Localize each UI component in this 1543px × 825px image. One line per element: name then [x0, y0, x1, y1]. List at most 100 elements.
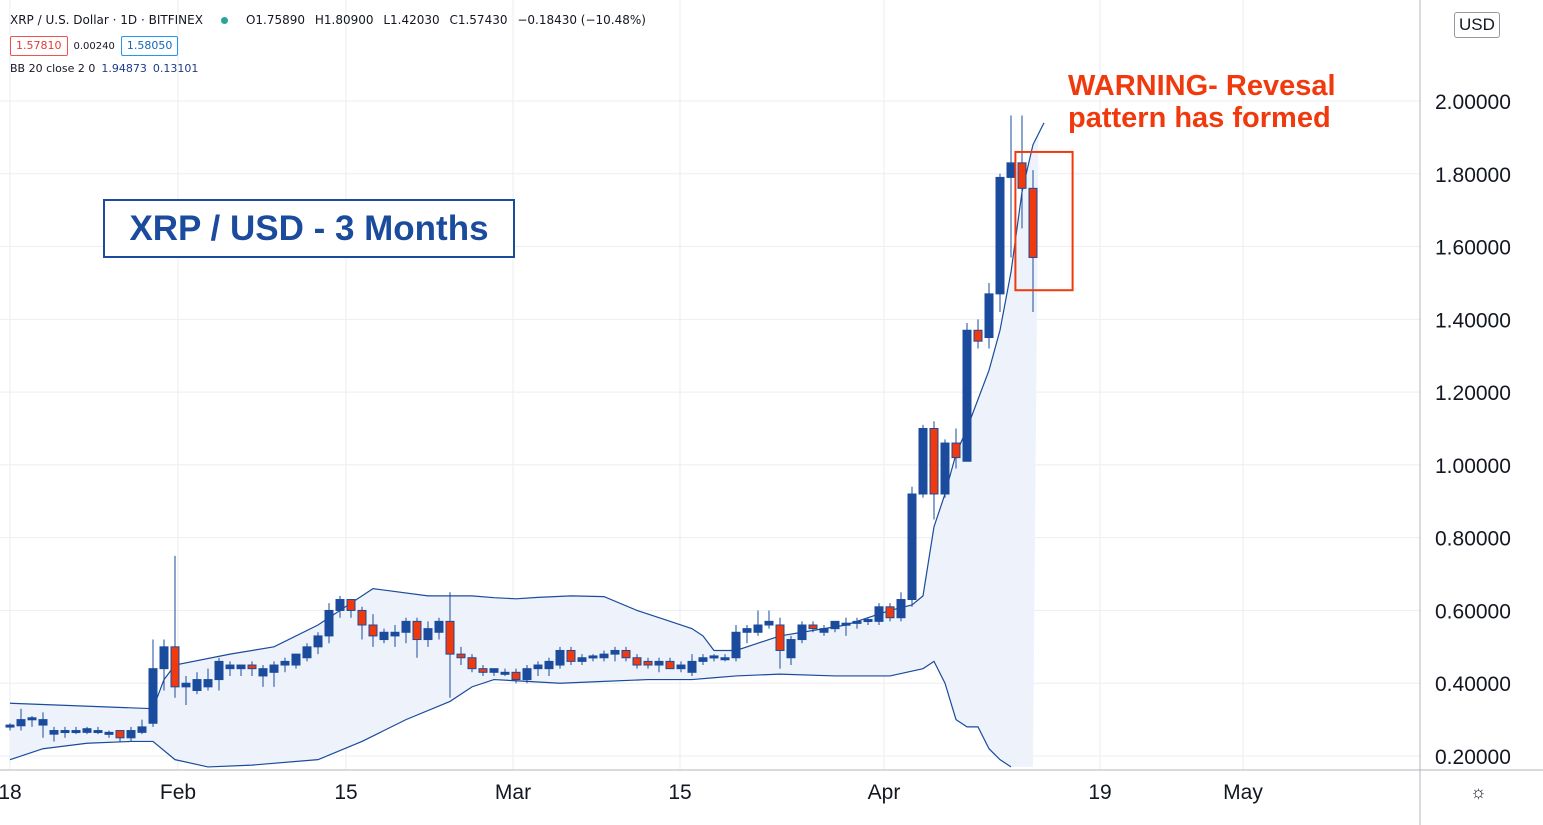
candle-body: [654, 660, 664, 666]
x-tick-label: 15: [668, 781, 691, 804]
candle-body: [60, 730, 70, 734]
candle-body: [1006, 162, 1016, 178]
bollinger-lower-line: [9, 660, 1012, 768]
candle-body: [247, 664, 257, 670]
candle-body: [797, 624, 807, 641]
candle-body: [984, 293, 994, 339]
candle-body: [423, 628, 433, 641]
chart-legend: XRP / U.S. Dollar · 1D · BITFINEX O1.758…: [10, 10, 652, 78]
indicator-value-1: 1.94873: [101, 61, 147, 75]
candle-body: [5, 724, 15, 728]
candle-body: [225, 664, 235, 670]
candle-body: [819, 628, 829, 633]
candle-body: [313, 635, 323, 648]
high-value: H1.80900: [314, 13, 374, 27]
candle-body: [357, 609, 367, 626]
y-tick-label: 1.80000: [1435, 164, 1511, 187]
candle-body: [291, 653, 301, 666]
candle-body: [302, 646, 312, 659]
candle-body: [643, 660, 653, 666]
chart-title-annotation: XRP / USD - 3 Months: [103, 199, 515, 258]
candle-body: [665, 660, 675, 670]
candle-body: [621, 649, 631, 659]
candle-body: [445, 620, 455, 655]
candle-body: [566, 649, 576, 662]
candle-body: [962, 329, 972, 462]
candle-body: [126, 730, 136, 739]
symbol-title[interactable]: XRP / U.S. Dollar · 1D · BITFINEX: [10, 13, 203, 27]
x-tick-label: 15: [334, 781, 357, 804]
y-tick-label: 0.20000: [1435, 746, 1511, 769]
close-value: C1.57430: [449, 13, 508, 27]
candle-body: [885, 606, 895, 619]
candle-body: [159, 646, 169, 670]
indicator-value-2: 0.13101: [152, 61, 199, 75]
currency-button[interactable]: USD: [1454, 12, 1500, 38]
x-tick-label: Feb: [160, 781, 196, 804]
candle-body: [687, 660, 697, 673]
indicator-row[interactable]: BB 20 close 2 0 1.94873 0.13101: [10, 58, 652, 78]
candle-body: [137, 726, 147, 733]
candle-body: [940, 442, 950, 495]
candle-body: [478, 668, 488, 673]
candle-body: [742, 628, 752, 633]
candle-body: [533, 664, 543, 670]
candle-body: [786, 639, 796, 659]
candle-body: [522, 668, 532, 681]
candle-body: [973, 329, 983, 342]
candle-body: [511, 671, 521, 681]
candle-body: [280, 660, 290, 666]
candle-body: [841, 622, 851, 626]
y-tick-label: 1.60000: [1435, 237, 1511, 260]
y-tick-label: 0.60000: [1435, 600, 1511, 623]
y-tick-label: 1.20000: [1435, 382, 1511, 405]
candle-body: [500, 671, 510, 675]
y-tick-label: 2.00000: [1435, 91, 1511, 114]
x-tick-label: May: [1223, 781, 1263, 804]
candle-body: [918, 428, 928, 495]
candle-body: [1017, 162, 1027, 189]
warning-annotation: WARNING- Revesal pattern has formed: [1068, 70, 1336, 134]
candle-body: [676, 664, 686, 670]
candle-body: [49, 730, 59, 735]
candle-body: [16, 719, 26, 727]
candle-body: [203, 679, 213, 688]
candle-body: [874, 606, 884, 622]
open-value: O1.75890: [245, 13, 306, 27]
settings-gear-icon[interactable]: ☼: [1470, 782, 1487, 802]
candle-body: [148, 668, 158, 724]
candle-body: [852, 620, 862, 624]
candle-body: [390, 631, 400, 637]
bid-price-button[interactable]: 1.57810: [10, 36, 68, 56]
candle-body: [335, 599, 345, 611]
spread-value: 0.00240: [73, 40, 115, 52]
candle-body: [258, 668, 268, 677]
candle-body: [115, 730, 125, 739]
candle-body: [456, 653, 466, 659]
candle-body: [1028, 187, 1038, 258]
candle-body: [434, 620, 444, 633]
candle-body: [82, 728, 92, 733]
candle-body: [907, 493, 917, 601]
candle-body: [412, 620, 422, 641]
x-tick-label: 18: [0, 781, 22, 804]
x-tick-label: 19: [1088, 781, 1111, 804]
ask-price-button[interactable]: 1.58050: [120, 36, 179, 56]
candle-body: [632, 657, 642, 666]
candle-body: [753, 624, 763, 633]
candle-body: [27, 717, 37, 721]
market-status-icon: [220, 16, 228, 24]
low-value: L1.42030: [383, 13, 440, 27]
candle-body: [181, 682, 191, 688]
candle-body: [555, 649, 565, 666]
candle-body: [709, 655, 719, 659]
candle-body: [610, 649, 620, 655]
candle-body: [588, 655, 598, 659]
quote-row: 1.57810 0.00240 1.58050: [10, 36, 652, 56]
change-value: −0.18430 (−10.48%): [517, 13, 646, 27]
candle-body: [71, 730, 81, 734]
warning-box: [1014, 150, 1074, 292]
candle-body: [170, 646, 180, 688]
candle-body: [599, 653, 609, 659]
